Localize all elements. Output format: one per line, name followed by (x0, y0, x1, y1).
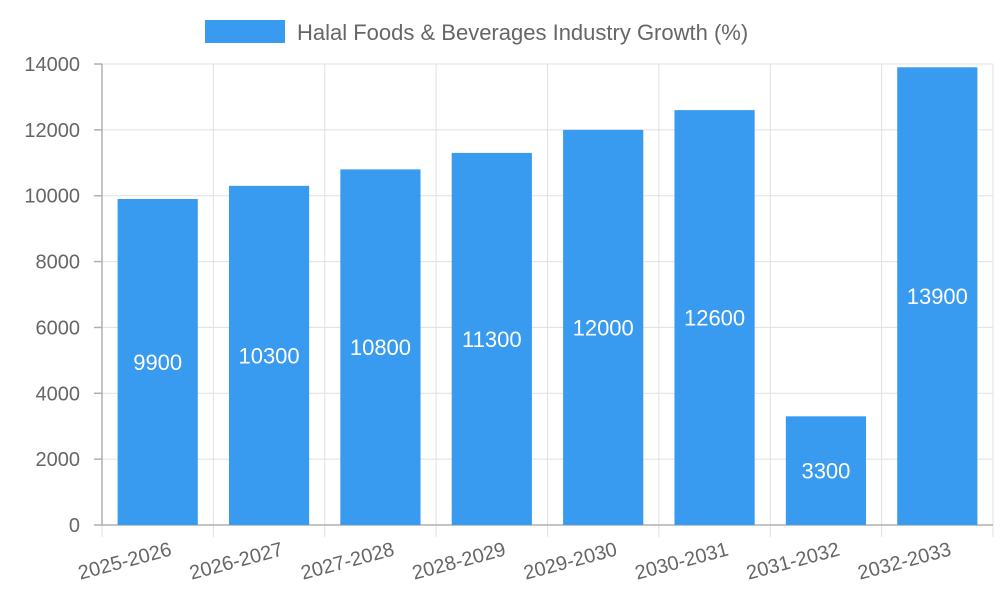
bar[interactable] (228, 185, 310, 526)
bar-data-label: 12000 (573, 315, 634, 340)
x-tick-label: 2027-2028 (299, 539, 397, 585)
x-tick-label: 2032-2033 (856, 539, 954, 585)
y-tick-label: 4000 (36, 383, 81, 405)
bar-data-label: 10300 (238, 343, 299, 368)
y-tick-label: 8000 (36, 252, 81, 274)
bar[interactable] (674, 110, 755, 525)
y-tick-label: 6000 (36, 317, 81, 339)
chart-legend[interactable]: Halal Foods & Beverages Industry Growth … (205, 20, 748, 45)
bar-data-label: 13900 (907, 284, 968, 309)
bar-data-labels: 9900 10300 10800 11300 12000 12600 3300 13900 (133, 284, 968, 484)
bar[interactable] (340, 169, 421, 525)
x-tick-label: 2029-2030 (521, 539, 619, 585)
bar[interactable] (563, 129, 644, 525)
y-axis-ticks: 0 2000 4000 6000 8000 10000 12000 14000 (24, 54, 102, 537)
y-tick-label: 2000 (36, 449, 81, 471)
legend-swatch (205, 20, 285, 43)
bar-data-label: 11300 (462, 327, 522, 352)
bar[interactable] (897, 67, 978, 526)
x-axis-ticks: 2025-2026 2026-2027 2027-2028 2028-2029 2029… (76, 539, 954, 585)
y-tick-label: 12000 (24, 120, 80, 142)
bar-data-label: 10800 (350, 335, 411, 360)
y-tick-label: 10000 (24, 186, 80, 208)
x-tick-label: 2028-2029 (410, 539, 508, 585)
bar[interactable] (117, 199, 198, 525)
x-tick-label: 2030-2031 (633, 539, 731, 585)
bar-data-label: 9900 (133, 350, 182, 375)
x-tick-label: 2026-2027 (187, 539, 285, 585)
bar[interactable] (451, 152, 532, 525)
bar-data-label: 12600 (684, 306, 745, 331)
bars (117, 67, 978, 526)
bar-data-label: 3300 (801, 459, 850, 484)
legend-label: Halal Foods & Beverages Industry Growth … (297, 20, 748, 45)
y-tick-label: 14000 (24, 54, 80, 76)
x-tick-label: 2031-2032 (744, 539, 842, 585)
x-tick-label: 2025-2026 (76, 539, 174, 585)
bar[interactable] (785, 416, 867, 525)
y-tick-label: 0 (69, 515, 80, 537)
